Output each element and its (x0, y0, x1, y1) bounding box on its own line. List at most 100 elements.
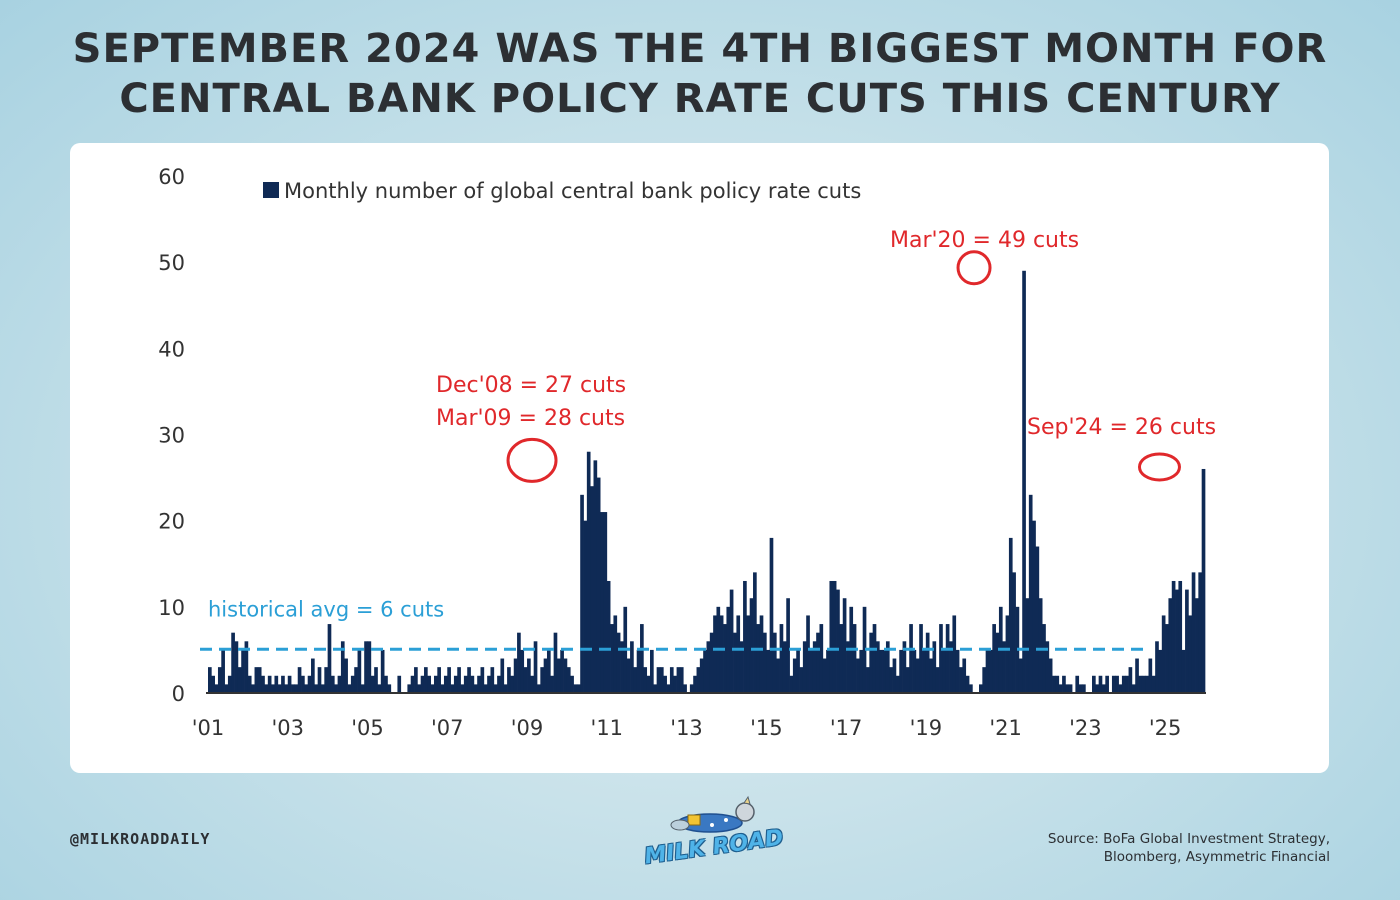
bar (317, 667, 322, 693)
bar (1005, 615, 1010, 693)
bar (1035, 546, 1040, 693)
bar (1141, 675, 1146, 693)
bar (1075, 675, 1080, 693)
bar (952, 615, 957, 693)
bar (301, 675, 305, 693)
bar (410, 675, 415, 693)
bar (254, 667, 259, 693)
bar (513, 658, 518, 693)
bar (606, 580, 611, 693)
bar (457, 667, 461, 693)
source-line-2: Bloomberg, Asymmetric Financial (1103, 849, 1330, 865)
bar (925, 632, 930, 693)
rate-cuts-bar-chart: 0 10 20 30 40 50 60 Monthly number of global ce… (158, 165, 1216, 740)
bar (463, 675, 468, 693)
bar (1095, 684, 1099, 693)
bar (420, 675, 425, 693)
bar (374, 667, 378, 693)
bar (490, 667, 495, 693)
bar (277, 684, 282, 693)
source-line-1: Source: BoFa Global Investment Strategy, (1047, 831, 1330, 847)
bar (231, 632, 235, 693)
bar (520, 649, 525, 693)
bar (869, 632, 874, 693)
bar (320, 684, 325, 693)
bar (1055, 675, 1060, 693)
bar (480, 667, 485, 693)
bar (733, 632, 737, 693)
bar (706, 641, 711, 693)
bar (969, 684, 973, 693)
bar (1175, 589, 1179, 693)
bar (364, 641, 368, 693)
bar (802, 641, 807, 693)
bar (1128, 667, 1133, 693)
bar (766, 649, 770, 693)
bar (1158, 649, 1163, 693)
bar (443, 675, 448, 693)
bar (1045, 641, 1050, 693)
bar (856, 658, 860, 693)
bar (633, 667, 638, 693)
bar (962, 658, 967, 693)
bar (1155, 641, 1159, 693)
bar (314, 684, 319, 693)
bar (935, 667, 940, 693)
bar (902, 641, 907, 693)
y-tick-label: 50 (158, 251, 185, 275)
bar (836, 589, 840, 693)
bar (407, 684, 412, 693)
bar (676, 667, 681, 693)
bar (992, 624, 996, 693)
bar (586, 451, 591, 693)
bar (1078, 684, 1083, 693)
bar (912, 649, 917, 693)
annotation-label: Dec'08 = 27 cuts (436, 373, 626, 398)
bar (719, 615, 724, 693)
bar (281, 675, 285, 693)
bar (543, 658, 548, 693)
bar (251, 684, 255, 693)
bar (433, 675, 438, 693)
bar (1131, 684, 1136, 693)
bar (360, 684, 365, 693)
bar (593, 460, 598, 693)
x-tick-label: '11 (591, 716, 624, 740)
bar (1165, 624, 1169, 693)
bar (683, 684, 687, 693)
bar (340, 641, 345, 693)
bar (806, 615, 810, 693)
bar (417, 684, 422, 693)
x-tick-label: '07 (431, 716, 464, 740)
bar (556, 658, 561, 693)
bar (387, 684, 392, 693)
bar (237, 667, 242, 693)
bar (746, 615, 751, 693)
bar (919, 624, 923, 693)
y-tick-label: 40 (158, 337, 185, 361)
bar (600, 512, 604, 693)
bar (846, 641, 850, 693)
bar (819, 624, 824, 693)
bar (882, 649, 887, 693)
bar (573, 684, 578, 693)
headline: SEPTEMBER 2024 WAS THE 4TH BIGGEST MONTH… (40, 24, 1360, 124)
bar (327, 624, 332, 693)
bar (500, 658, 505, 693)
bar (945, 624, 950, 693)
bar (689, 684, 694, 693)
milk-road-logo: MILK ROAD (640, 795, 785, 890)
bar (985, 649, 990, 693)
bar (1148, 658, 1153, 693)
bar (899, 649, 903, 693)
bar (227, 675, 232, 693)
bar (274, 675, 279, 693)
bar (816, 632, 820, 693)
bar (334, 684, 338, 693)
bar (782, 641, 787, 693)
bar (1012, 572, 1016, 693)
x-tick-label: '21 (989, 716, 1022, 740)
bar (424, 667, 428, 693)
annotation-label: Sep'24 = 26 cuts (1027, 415, 1216, 440)
bar (450, 684, 455, 693)
